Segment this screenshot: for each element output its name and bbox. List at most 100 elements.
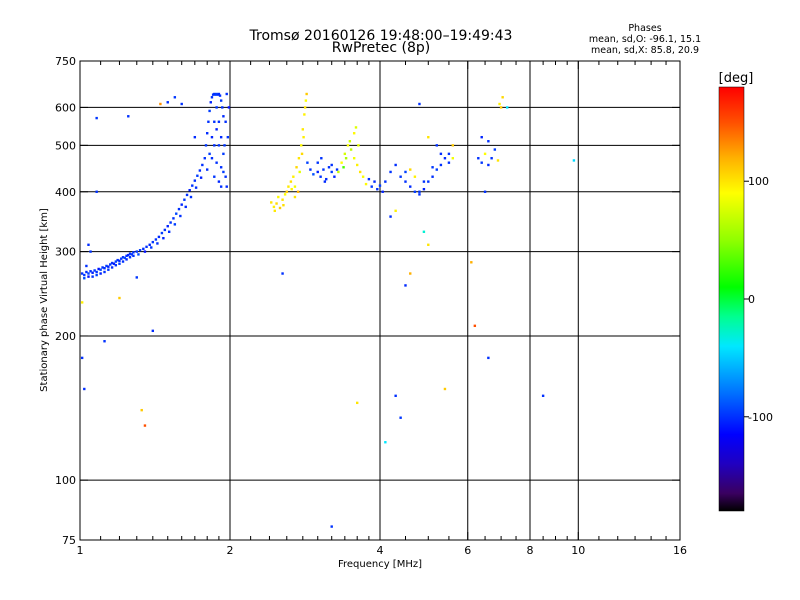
echo-point: [282, 203, 285, 207]
y-tick-label: 200: [55, 330, 76, 343]
echo-point: [125, 258, 128, 261]
y-tick-label: 600: [55, 101, 76, 114]
echo-point: [355, 163, 359, 167]
echo-point: [99, 268, 102, 271]
echo-point: [80, 356, 84, 360]
echo-point: [355, 401, 359, 405]
echo-point: [278, 206, 282, 210]
echo-point: [413, 190, 417, 193]
echo-point: [443, 387, 447, 391]
echo-point: [224, 175, 227, 178]
echo-point: [367, 177, 371, 181]
echo-point: [204, 144, 208, 147]
echo-point: [166, 224, 169, 228]
echo-point: [384, 180, 387, 183]
echo-point: [91, 271, 94, 274]
echo-point: [191, 184, 194, 187]
echo-point: [422, 187, 426, 191]
echo-point: [319, 175, 322, 178]
echo-point: [157, 235, 161, 239]
echo-point: [175, 212, 178, 215]
echo-point: [151, 329, 155, 333]
echo-point: [270, 201, 273, 204]
echo-point: [169, 221, 172, 224]
y-tick-label: 100: [55, 474, 76, 487]
x-tick-label: 1: [77, 544, 84, 557]
echo-point: [501, 96, 504, 99]
echo-point: [422, 180, 426, 183]
echo-point: [389, 170, 392, 174]
x-tick-label: 16: [673, 544, 687, 557]
echo-point: [218, 94, 222, 97]
echo-point: [283, 193, 287, 196]
echo-point: [499, 106, 503, 109]
echo-point: [132, 254, 135, 258]
echo-point: [95, 116, 98, 120]
echo-point: [210, 96, 214, 99]
echo-point: [116, 258, 119, 262]
y-tick-label: 400: [55, 186, 76, 199]
echo-point: [346, 144, 350, 147]
echo-point: [194, 186, 198, 189]
chart-subtitle: RwPretec (8p): [332, 40, 430, 56]
echo-point: [330, 525, 333, 528]
x-tick-label: 2: [227, 544, 234, 557]
echo-point: [208, 152, 211, 156]
echo-point: [118, 262, 121, 265]
echo-point: [297, 157, 301, 160]
colorbar-tick-label: 100: [748, 175, 769, 188]
x-tick-label: 6: [464, 544, 471, 557]
echo-point: [305, 92, 308, 96]
echo-point: [394, 394, 397, 398]
echo-point: [103, 267, 106, 270]
echo-point: [118, 296, 121, 300]
echo-point: [189, 195, 193, 199]
echo-point: [110, 261, 114, 265]
echo-point: [219, 185, 223, 188]
x-tick-label: 4: [377, 544, 384, 557]
echo-point: [293, 185, 297, 188]
echo-point: [223, 144, 226, 147]
echo-point: [487, 356, 490, 360]
echo-point: [85, 264, 88, 268]
echo-point: [209, 101, 212, 104]
echo-point: [83, 387, 86, 391]
echo-point: [389, 215, 392, 218]
echo-point: [107, 268, 110, 271]
echo-point: [118, 259, 121, 263]
echo-point: [85, 270, 88, 274]
echo-point: [222, 170, 225, 174]
echo-point: [154, 238, 158, 241]
echo-point: [281, 272, 284, 275]
echo-point: [483, 152, 487, 156]
echo-point: [316, 170, 319, 174]
echo-point: [208, 109, 211, 113]
echo-point: [352, 132, 356, 135]
echo-point: [342, 166, 345, 169]
echo-point: [217, 144, 221, 147]
echo-point: [215, 161, 218, 164]
echo-point: [323, 180, 327, 183]
echo-point: [439, 163, 443, 167]
echo-point: [298, 170, 301, 174]
echo-point: [221, 106, 224, 109]
echo-point: [121, 260, 125, 263]
stats-x-mode: mean, sd,X: 85.8, 20.9: [591, 45, 699, 56]
echo-point: [93, 269, 96, 272]
echo-point: [101, 266, 104, 269]
echo-point: [89, 270, 92, 273]
echo-point: [201, 163, 204, 167]
echo-point: [138, 249, 142, 252]
echo-point: [404, 170, 407, 174]
echo-point: [309, 168, 312, 171]
echo-point: [135, 276, 138, 279]
echo-point: [128, 256, 132, 259]
echo-point: [384, 441, 387, 444]
echo-point: [352, 157, 356, 160]
echo-point: [357, 144, 360, 147]
echo-point: [373, 180, 376, 183]
echo-point: [123, 256, 126, 260]
echo-point: [447, 161, 451, 164]
echo-point: [227, 106, 231, 109]
echo-point: [493, 148, 497, 151]
